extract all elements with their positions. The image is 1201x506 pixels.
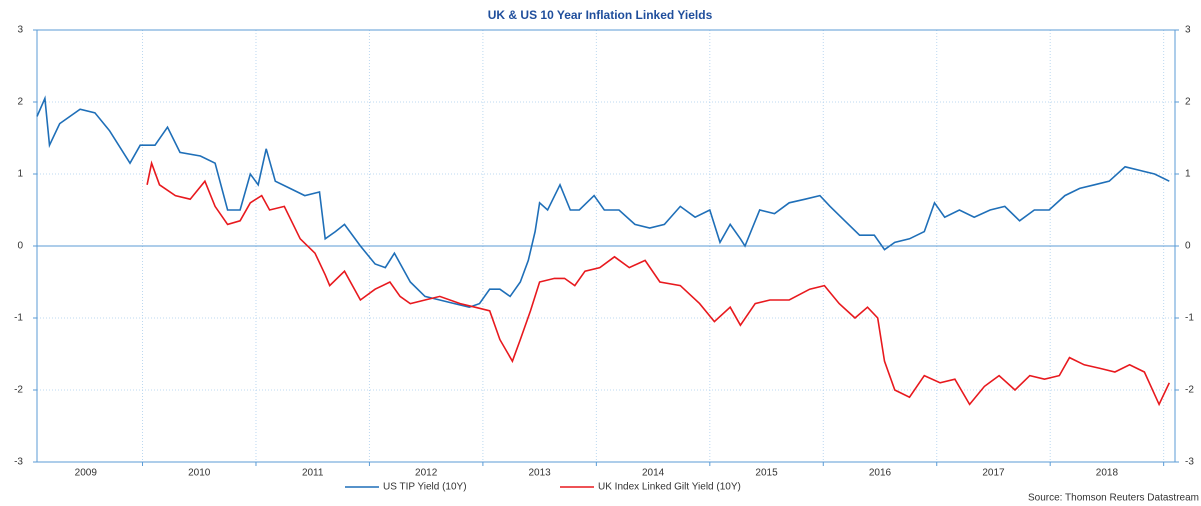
x-tick-label: 2009: [75, 468, 98, 479]
y2-tick-label: 0: [1185, 241, 1191, 252]
x-tick-label: 2017: [982, 468, 1005, 479]
series-line: [36, 95, 1170, 309]
y2-tick-label: -3: [1185, 457, 1194, 468]
x-tick-label: 2014: [642, 468, 665, 479]
series-line: [146, 160, 1171, 407]
x-tick-label: 2013: [529, 468, 552, 479]
x-tick-label: 2016: [869, 468, 892, 479]
y-tick-label: 1: [17, 169, 23, 180]
y-tick-label: -1: [14, 313, 23, 324]
x-tick-label: 2015: [755, 468, 778, 479]
y-tick-label: 0: [17, 241, 23, 252]
plot-frame: [36, 29, 1176, 463]
source-note: Source: Thomson Reuters Datastream: [1028, 493, 1199, 504]
y-tick-label: -3: [14, 457, 23, 468]
x-tick-label: 2011: [302, 468, 324, 479]
y2-tick-label: 2: [1185, 97, 1191, 108]
y2-tick-label: -2: [1185, 385, 1194, 396]
y2-tick-label: -1: [1185, 313, 1194, 324]
chart-title: UK & US 10 Year Inflation Linked Yields: [488, 8, 713, 22]
y-tick-label: -2: [14, 385, 23, 396]
x-tick-label: 2012: [415, 468, 438, 479]
y-tick-label: 3: [17, 25, 23, 36]
x-tick-label: 2010: [188, 468, 211, 479]
y-tick-label: 2: [17, 97, 23, 108]
legend-label: US TIP Yield (10Y): [383, 482, 467, 493]
legend-label: UK Index Linked Gilt Yield (10Y): [598, 482, 741, 493]
y2-tick-label: 3: [1185, 25, 1191, 36]
x-tick-label: 2018: [1096, 468, 1119, 479]
y2-tick-label: 1: [1185, 169, 1191, 180]
